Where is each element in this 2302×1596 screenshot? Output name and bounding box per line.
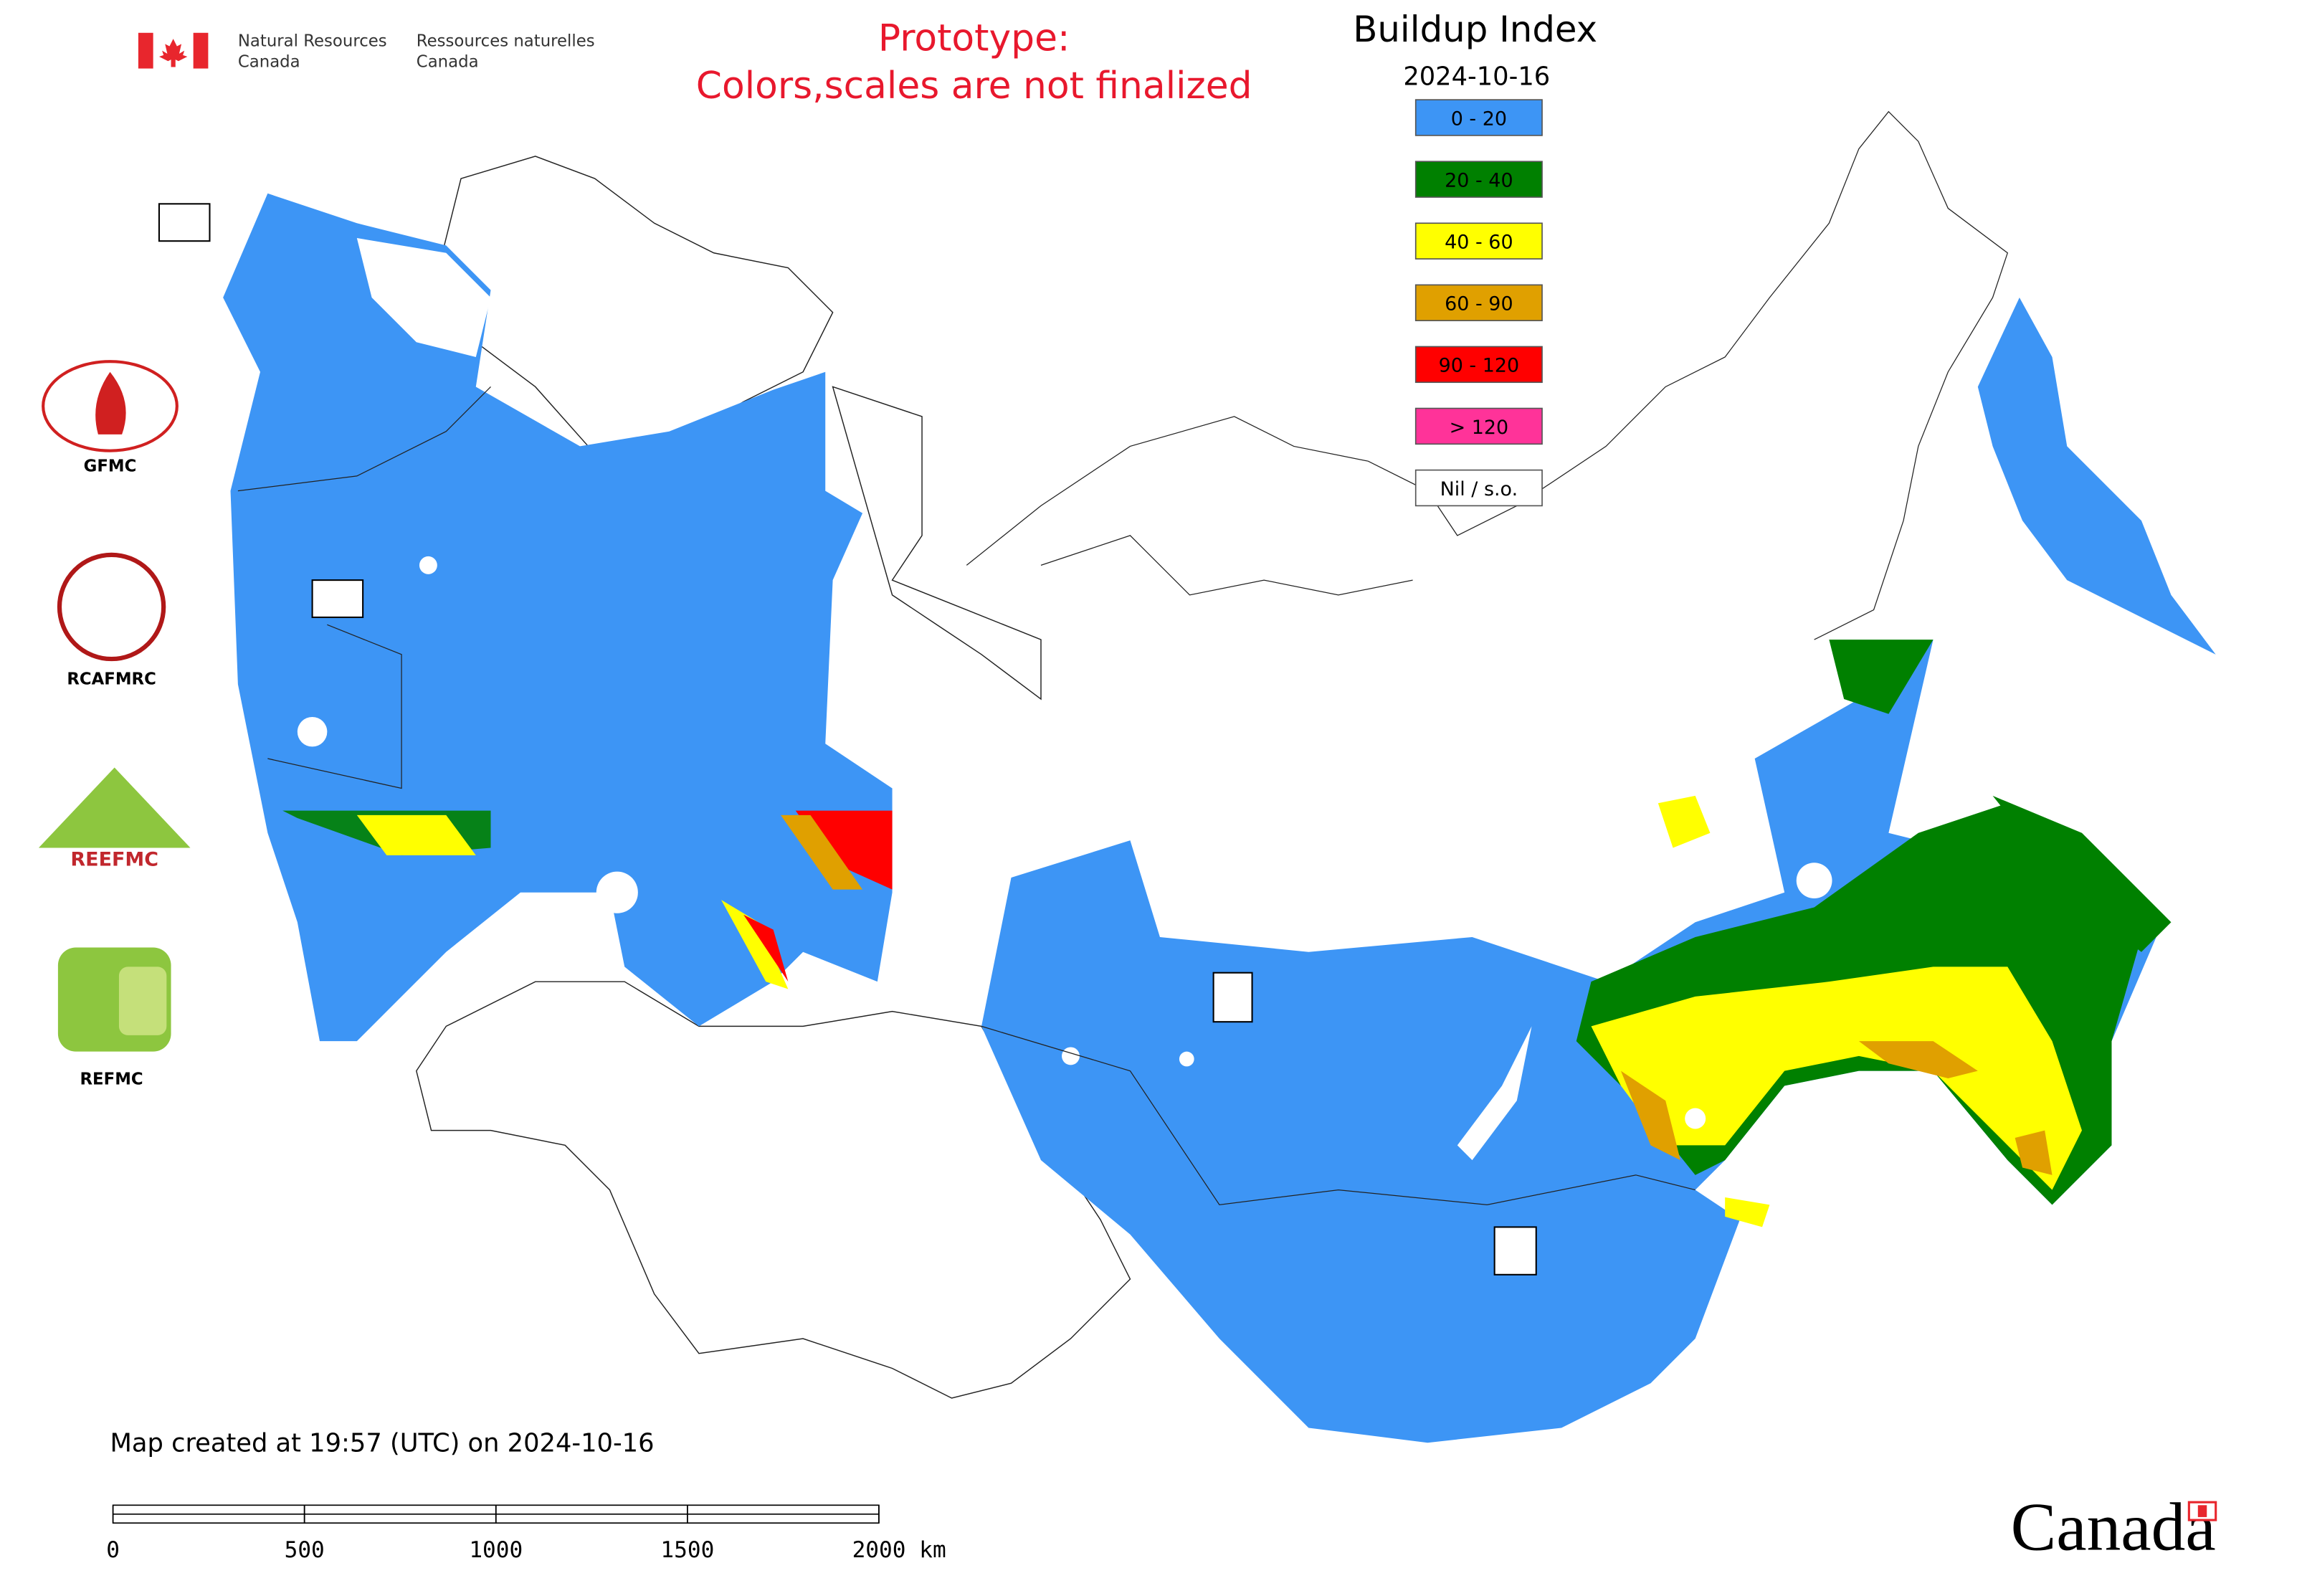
coastline <box>832 386 1042 700</box>
coastline <box>1040 535 1413 596</box>
lake <box>1685 1108 1706 1129</box>
header: Natural Resources Canada Ressources natu… <box>138 17 1252 108</box>
legend-swatch <box>1414 469 1543 507</box>
partner-label: RCAFMRC <box>67 670 156 688</box>
legend-swatch <box>1414 222 1543 260</box>
bui-region <box>1620 1041 2053 1175</box>
legend-swatch <box>1414 99 1543 136</box>
lake <box>1796 863 1832 899</box>
legend: Buildup Index 2024-10-16 0 - 20 20 - 40 40… <box>1353 9 1597 507</box>
scale-label: 0 <box>106 1537 120 1563</box>
notice: Colors,scales are not finalized <box>696 65 1252 108</box>
gfmc-logo <box>95 371 126 434</box>
partner-label: GFMC <box>84 457 137 476</box>
legend-swatch <box>1414 161 1543 198</box>
reefmc-logo <box>38 767 191 848</box>
refmc-logo <box>118 966 167 1035</box>
map-created: Map created at 19:57 (UTC) on 2024-10-16 <box>110 1429 654 1458</box>
scale-label: 2000 km <box>852 1537 946 1563</box>
legend-label: > 120 <box>1450 417 1509 439</box>
maple-leaf <box>158 39 188 67</box>
legend-swatch <box>1414 407 1543 445</box>
bui-region <box>1992 795 2172 952</box>
bui-region <box>1977 298 2216 655</box>
coastline <box>430 156 834 455</box>
wordmark: Canada <box>2011 1489 2216 1565</box>
scale-label: 1500 <box>660 1537 714 1563</box>
department-fr: Ressources naturelles <box>417 32 595 50</box>
lake <box>1457 1026 1532 1161</box>
bui-region <box>781 814 863 890</box>
legend-date: 2024-10-16 <box>1403 62 1550 91</box>
scale-label: 1000 <box>469 1537 523 1563</box>
bui-region <box>1591 966 2083 1190</box>
legend-label: Nil / s.o. <box>1440 478 1518 500</box>
legend-label: 90 - 120 <box>1439 355 1520 377</box>
bui-region <box>1829 640 1934 714</box>
notice: Prototype: <box>878 17 1070 60</box>
bui-region <box>356 814 476 855</box>
country-outline <box>416 981 1131 1399</box>
legend-title: Buildup Index <box>1353 9 1597 50</box>
bui-region <box>721 900 789 989</box>
partners: GFMC RCAFMRC REEFMC REFMC <box>38 203 1537 1276</box>
map <box>223 110 2216 1443</box>
bui-region <box>743 914 789 982</box>
wordmark-flag <box>2197 1505 2207 1517</box>
scale-label: 500 <box>285 1537 325 1563</box>
scale-bar: 0 500 1000 1500 2000 km <box>106 1504 946 1563</box>
legend-label: 0 - 20 <box>1451 108 1507 130</box>
flag-bar <box>138 32 153 69</box>
legend-swatch <box>1414 284 1543 321</box>
department-en: Natural Resources <box>238 32 387 50</box>
region-border <box>237 386 491 789</box>
map-marker <box>158 203 211 242</box>
partner-label: REEFMC <box>70 848 158 870</box>
lake <box>1179 1051 1194 1067</box>
coastline <box>966 110 2009 640</box>
legend-label: 20 - 40 <box>1445 169 1513 191</box>
map-marker <box>311 579 364 619</box>
legend-swatch <box>1414 346 1543 384</box>
flag-bar <box>193 32 209 69</box>
department-fr: Canada <box>417 52 479 71</box>
map-marker <box>1212 972 1253 1023</box>
lake <box>419 556 437 574</box>
lake <box>297 716 328 747</box>
department-en: Canada <box>238 52 300 71</box>
country-border <box>981 1025 1695 1205</box>
lake <box>1062 1047 1080 1065</box>
legend-label: 60 - 90 <box>1445 293 1513 315</box>
map-marker <box>1493 1226 1537 1276</box>
lake <box>356 238 491 357</box>
partner-label: REFMC <box>80 1070 143 1088</box>
lake <box>596 871 638 913</box>
bui-region <box>981 640 2156 1443</box>
legend-label: 40 - 60 <box>1445 232 1513 254</box>
rcafmrc-logo <box>57 552 166 662</box>
